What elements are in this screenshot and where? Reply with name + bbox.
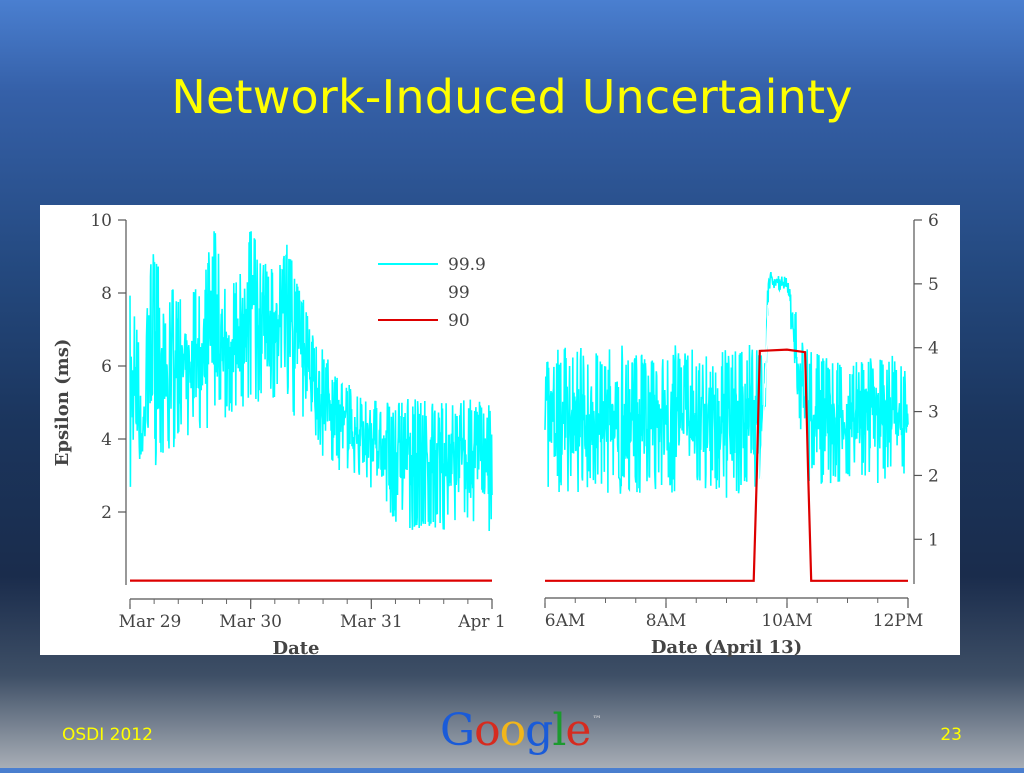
page-number: 23 [940, 725, 962, 745]
x-tick-label: Mar 31 [340, 612, 403, 632]
y-tick-label: 5 [928, 275, 939, 295]
x-tick-label: 8AM [646, 611, 687, 631]
y-tick-label: 10 [90, 211, 112, 231]
x-tick-label: 6AM [545, 611, 586, 631]
legend-label-99: 99 [448, 283, 470, 303]
series-99.9 [129, 231, 493, 532]
plot-left: 2 4 6 8 10 Mar 29 Mar 30 Mar 31 Apr 1 Date Epsilon… [52, 211, 506, 659]
y-tick-label: 1 [928, 530, 939, 550]
x-tick-label: 12PM [873, 611, 923, 631]
y-tick-label: 6 [928, 211, 939, 231]
series-99.9 [544, 271, 909, 498]
y-tick-label: 3 [928, 403, 939, 423]
legend-label-99.9: 99.9 [448, 255, 486, 275]
y-tick-label: 8 [101, 284, 112, 304]
series-99 [544, 295, 909, 568]
plot-right: 1 2 3 4 5 6 6AM 8AM 10AM 12PM Date (April 13) [544, 211, 939, 658]
y-tick-label: 4 [928, 339, 939, 359]
slide-title: Network-Induced Uncertainty [171, 70, 853, 124]
y-axis-label: Epsilon (ms) [52, 339, 73, 467]
y-tick-label: 2 [101, 503, 112, 523]
x-tick-label: Mar 30 [219, 612, 282, 632]
x-tick-label: Apr 1 [457, 612, 506, 632]
footer-left: OSDI 2012 [62, 725, 153, 745]
x-axis-label: Date (April 13) [651, 637, 802, 658]
series-99 [129, 495, 493, 573]
x-tick-label: Mar 29 [119, 612, 182, 632]
x-axis-label: Date [272, 638, 319, 659]
google-logo: Google ™ [440, 705, 601, 756]
legend-label-90: 90 [448, 311, 470, 331]
series-90 [545, 348, 908, 582]
y-tick-label: 6 [101, 357, 112, 377]
x-tick-label: 10AM [761, 611, 812, 631]
y-tick-label: 4 [101, 430, 112, 450]
y-tick-label: 2 [928, 466, 939, 486]
